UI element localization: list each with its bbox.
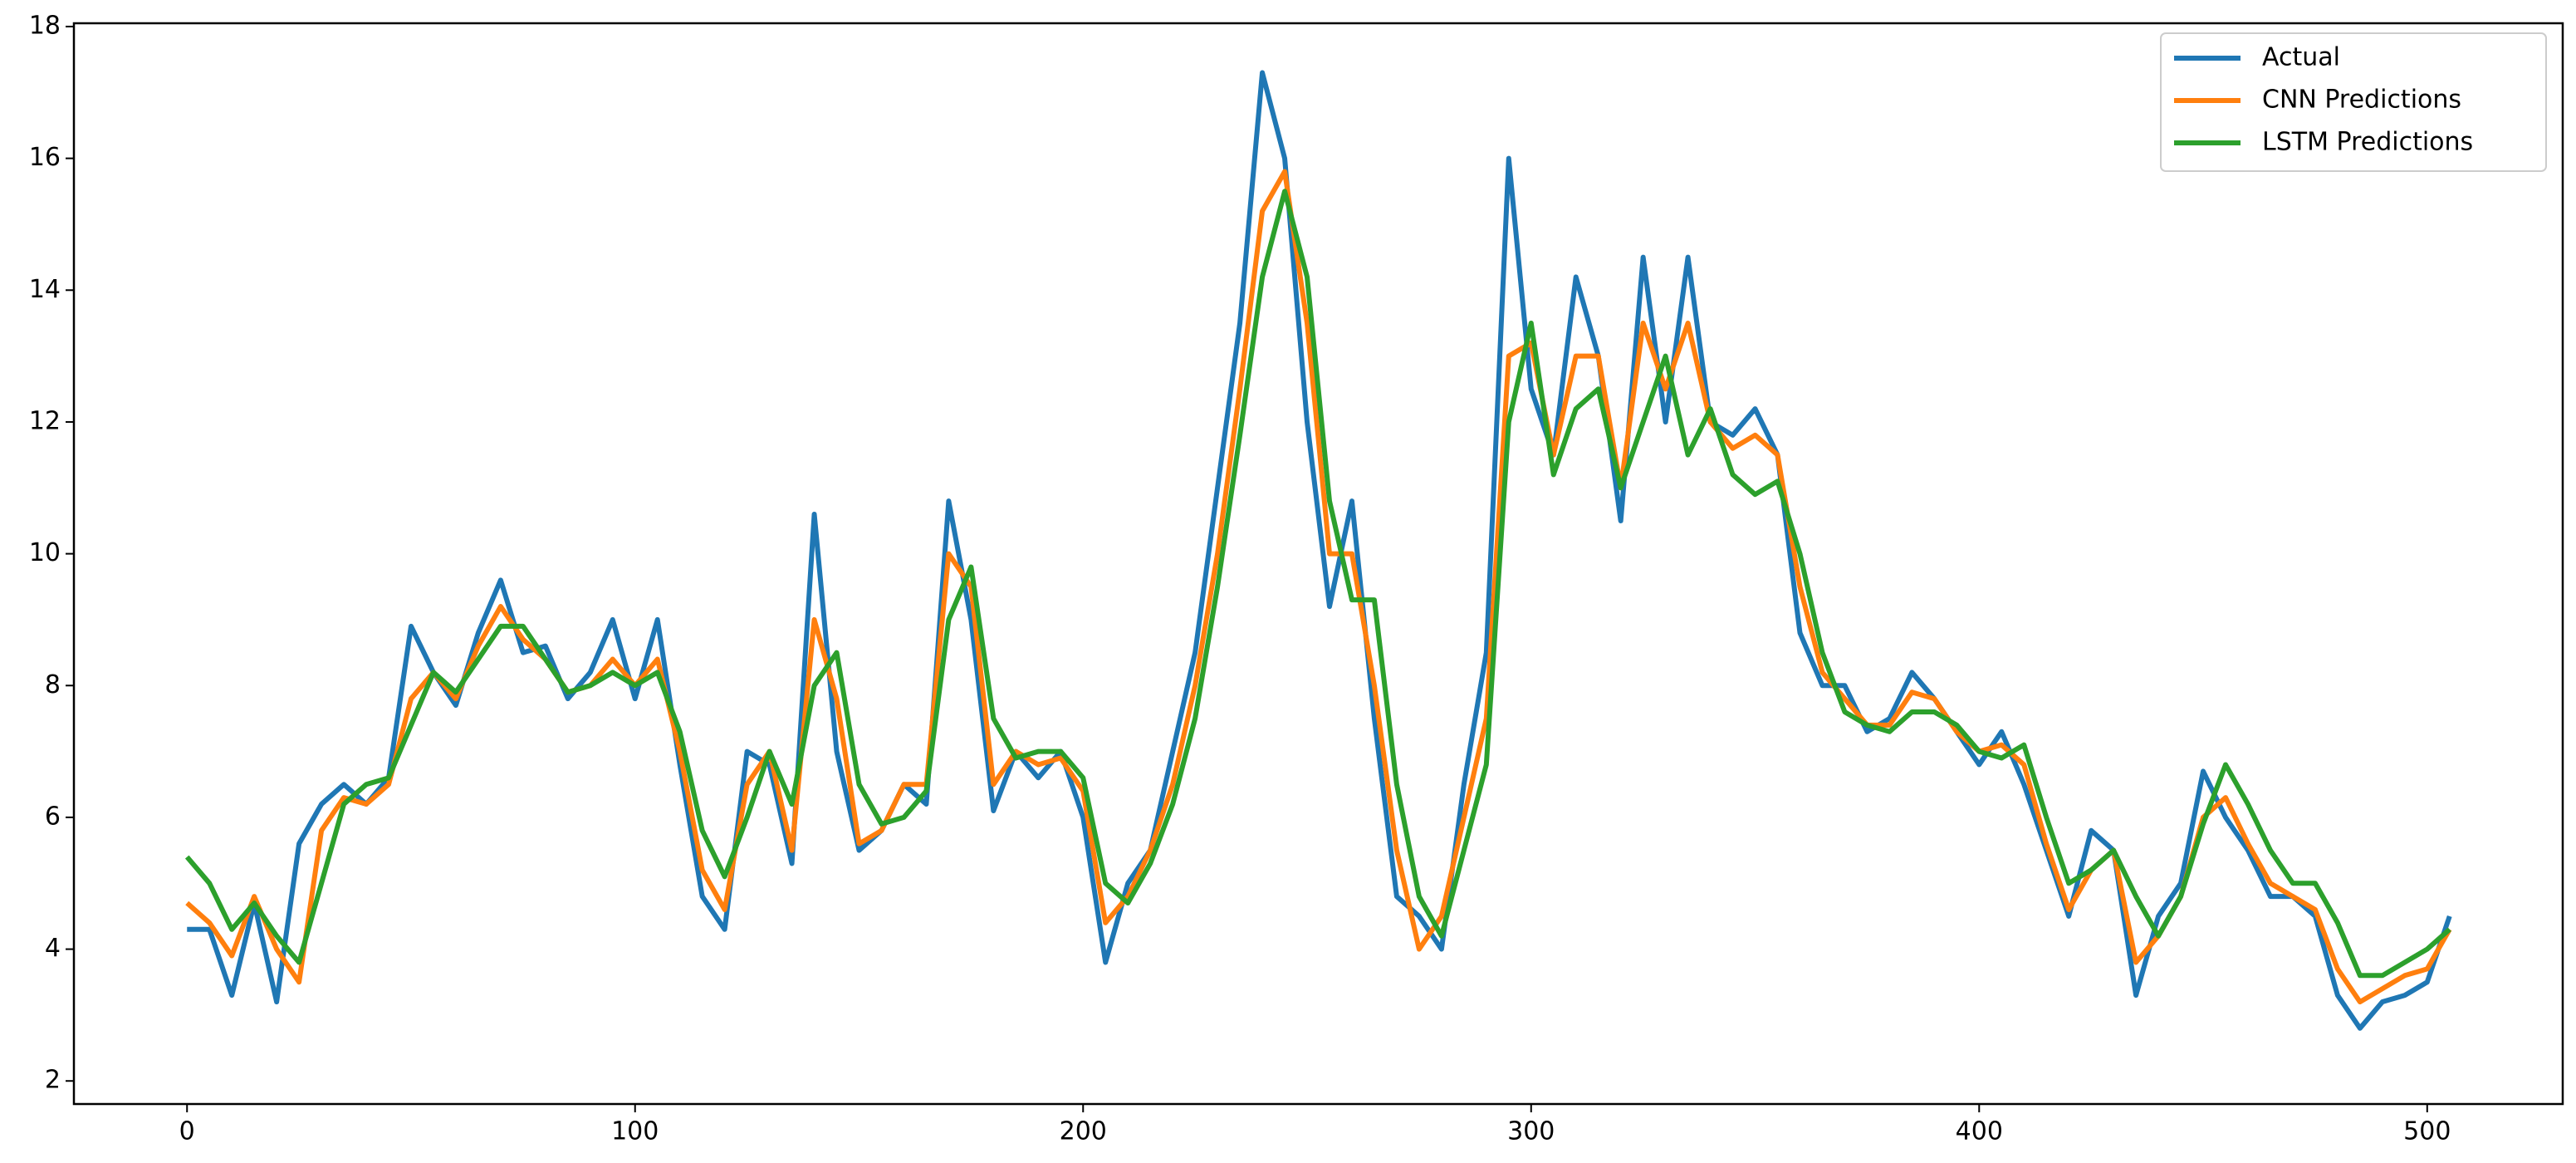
x-tick-label: 300 — [1507, 1117, 1555, 1146]
series-line — [187, 70, 2452, 1031]
legend-box — [2160, 32, 2547, 172]
x-tick-label: 400 — [1956, 1117, 2003, 1146]
y-tick-label: 6 — [45, 802, 61, 831]
series-line — [184, 189, 2451, 979]
legend-label: CNN Predictions — [2262, 86, 2461, 115]
y-tick-label: 12 — [29, 406, 61, 435]
x-tick-label: 100 — [611, 1117, 659, 1146]
series-line — [185, 169, 2452, 1005]
legend-label: LSTM Predictions — [2262, 128, 2473, 157]
y-tick-label: 10 — [29, 538, 61, 567]
legend: Actual CNN Predictions LSTM Predictions — [2160, 32, 2547, 172]
legend-label: Actual — [2262, 43, 2340, 72]
x-tick-label: 200 — [1060, 1117, 1107, 1146]
y-tick-label: 2 — [45, 1066, 61, 1095]
y-tick-label: 8 — [45, 670, 61, 699]
x-tick-label: 500 — [2403, 1117, 2451, 1146]
y-tick-label: 4 — [45, 934, 61, 963]
plot-frame — [72, 22, 2564, 1106]
x-tick-label: 0 — [179, 1117, 195, 1146]
y-tick-label: 18 — [29, 11, 61, 40]
y-tick-label: 16 — [29, 143, 61, 172]
y-tick-label: 14 — [29, 275, 61, 304]
